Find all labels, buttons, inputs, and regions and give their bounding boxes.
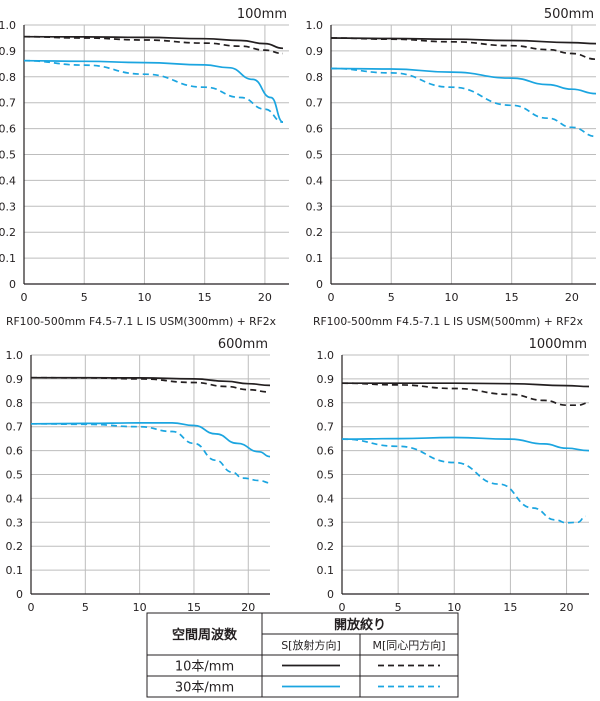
- mtf-chart-100mm: 0 0.1 0.2 0.3 0.4 0.5 0.6 0.7 0.8 0.9 1.0 0 5 10 15 20 1…: [0, 7, 289, 328]
- y-tick-label: 0.4: [306, 174, 324, 187]
- x-tick-label: 15: [187, 601, 201, 614]
- y-tick-label: 0.5: [317, 469, 335, 482]
- y-tick-label: 0.3: [6, 516, 24, 529]
- y-tick-label: 0.1: [306, 252, 324, 265]
- x-tick-label: 5: [81, 291, 88, 304]
- chart-title: 1000mm: [529, 337, 587, 352]
- x-tick-label: 20: [241, 601, 255, 614]
- chart-caption: RF100-500mm F4.5-7.1 L IS USM(500mm) + R…: [313, 316, 583, 328]
- y-tick-label: 0.2: [306, 226, 324, 239]
- y-tick-label: 0.9: [0, 45, 16, 58]
- y-tick-label: 0.8: [317, 397, 335, 410]
- x-tick-label: 0: [28, 601, 35, 614]
- y-tick-label: 0.2: [0, 226, 16, 239]
- y-tick-label: 0.7: [306, 97, 324, 110]
- y-tick-label: 0.3: [317, 516, 335, 529]
- y-tick-label: 1.0: [317, 349, 335, 362]
- y-tick-label: 0.4: [6, 492, 24, 505]
- x-tick-label: 5: [388, 291, 395, 304]
- y-tick-label: 0.2: [6, 540, 24, 553]
- series-line-m-3: [341, 438, 586, 524]
- y-tick-label: 0.8: [306, 71, 324, 84]
- y-tick-label: 0.6: [0, 123, 16, 136]
- y-tick-label: 0.7: [0, 97, 16, 110]
- series-line-m-1: [341, 382, 590, 407]
- y-tick-label: 0.7: [6, 421, 24, 434]
- y-tick-label: 0: [16, 588, 23, 601]
- x-tick-label: 10: [447, 601, 461, 614]
- y-tick-label: 0.7: [317, 421, 335, 434]
- legend-row-label: 10本/mm: [175, 660, 234, 675]
- y-tick-label: 0.1: [317, 564, 335, 577]
- x-tick-label: 0: [339, 601, 346, 614]
- legend-row-label: 30本/mm: [175, 681, 234, 696]
- y-tick-label: 1.0: [6, 349, 24, 362]
- y-tick-label: 0.1: [6, 564, 24, 577]
- x-tick-label: 20: [560, 601, 574, 614]
- legend-table: 空間周波数 開放絞り S[放射方向] M[同心円方向] 10本/mm 30本/mm: [146, 612, 459, 698]
- y-tick-label: 0.8: [0, 71, 16, 84]
- y-tick-label: 0.6: [317, 445, 335, 458]
- series-line-m-3: [330, 67, 597, 138]
- chart-title: 600mm: [218, 337, 268, 352]
- y-tick-label: 1.0: [0, 19, 16, 32]
- x-tick-label: 10: [444, 291, 458, 304]
- x-tick-label: 20: [565, 291, 579, 304]
- x-tick-label: 20: [258, 291, 272, 304]
- y-tick-label: 0.9: [317, 373, 335, 386]
- x-tick-label: 5: [395, 601, 402, 614]
- series-line-m-1: [30, 376, 271, 393]
- y-tick-label: 0: [316, 278, 323, 291]
- y-tick-label: 0.4: [317, 492, 335, 505]
- legend-col-m: M[同心円方向]: [372, 638, 445, 652]
- x-tick-label: 10: [133, 601, 147, 614]
- y-tick-label: 0.1: [0, 252, 16, 265]
- x-tick-label: 0: [328, 291, 335, 304]
- y-tick-label: 0.9: [306, 45, 324, 58]
- series-line-s-2: [330, 67, 597, 95]
- y-tick-label: 0.6: [306, 123, 324, 136]
- mtf-chart-500mm: 0 0.1 0.2 0.3 0.4 0.5 0.6 0.7 0.8 0.9 1.0 0 5 10 15 20 5…: [306, 7, 597, 328]
- legend-header-aperture: 開放絞り: [334, 617, 386, 633]
- series-line-s-2: [23, 59, 284, 123]
- chart-title: 500mm: [544, 7, 594, 22]
- series-line-m-1: [330, 37, 597, 61]
- y-tick-label: 0: [9, 278, 16, 291]
- x-tick-label: 5: [82, 601, 89, 614]
- y-tick-label: 0: [327, 588, 334, 601]
- y-tick-label: 0.6: [6, 445, 24, 458]
- mtf-chart-600mm: 0 0.1 0.2 0.3 0.4 0.5 0.6 0.7 0.8 0.9 1.0 0 5 10 15 20 6…: [6, 337, 271, 614]
- series-line-s-2: [30, 422, 271, 458]
- series-line-s-0: [342, 382, 590, 388]
- x-tick-label: 15: [503, 601, 517, 614]
- chart-caption: RF100-500mm F4.5-7.1 L IS USM(300mm) + R…: [6, 316, 276, 328]
- y-tick-label: 1.0: [306, 19, 324, 32]
- series-line-s-0: [23, 35, 284, 50]
- legend-header-frequency: 空間周波数: [172, 627, 238, 643]
- y-tick-label: 0.9: [6, 373, 24, 386]
- y-tick-label: 0.4: [0, 174, 16, 187]
- chart-title: 100mm: [237, 7, 287, 22]
- series-line-m-1: [23, 35, 284, 55]
- legend-col-s: S[放射方向]: [281, 638, 341, 652]
- x-tick-label: 10: [137, 291, 151, 304]
- mtf-chart-1000mm: 0 0.1 0.2 0.3 0.4 0.5 0.6 0.7 0.8 0.9 1.0 0 5 10 15 20 1…: [317, 337, 590, 614]
- y-tick-label: 0.2: [317, 540, 335, 553]
- series-line-m-3: [30, 422, 271, 484]
- y-tick-label: 0.3: [0, 200, 16, 213]
- y-tick-label: 0.3: [306, 200, 324, 213]
- x-tick-label: 15: [198, 291, 212, 304]
- series-line-s-2: [341, 436, 590, 452]
- y-tick-label: 0.5: [6, 469, 24, 482]
- x-tick-label: 0: [21, 291, 28, 304]
- y-tick-label: 0.5: [0, 149, 16, 162]
- y-tick-label: 0.5: [306, 149, 324, 162]
- series-line-m-3: [23, 59, 284, 123]
- y-tick-label: 0.8: [6, 397, 24, 410]
- x-tick-label: 15: [505, 291, 519, 304]
